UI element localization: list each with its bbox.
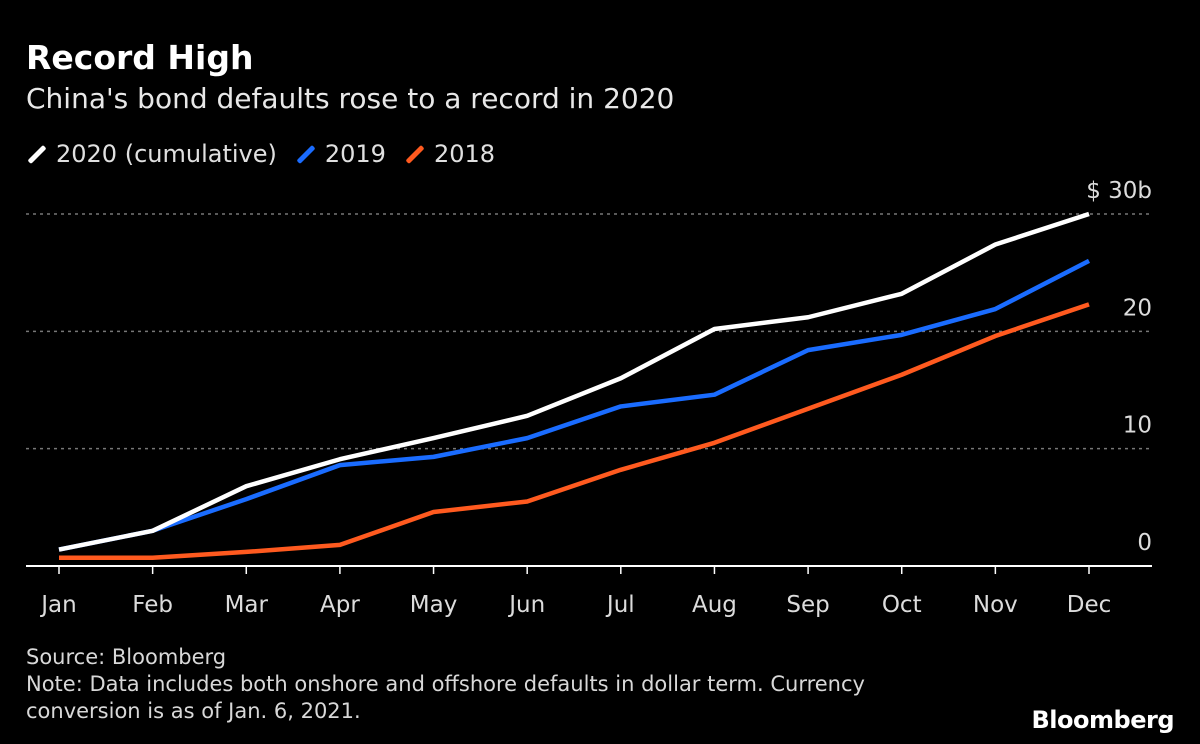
legend: 2020 (cumulative) 2019 2018 bbox=[26, 140, 495, 168]
x-tick-label: Nov bbox=[973, 592, 1018, 618]
x-tick-label: Jun bbox=[507, 592, 545, 618]
y-tick-label: $ 30b bbox=[1086, 178, 1152, 204]
x-tick-label: Mar bbox=[225, 592, 269, 618]
x-tick-label: Oct bbox=[882, 592, 922, 618]
legend-label: 2019 bbox=[324, 140, 386, 168]
legend-label: 2020 (cumulative) bbox=[56, 140, 277, 168]
y-tick-label: 20 bbox=[1123, 295, 1152, 321]
series-line-2020 bbox=[58, 211, 1090, 552]
legend-item: 2019 bbox=[295, 140, 386, 168]
footer: Source: Bloomberg Note: Data includes bo… bbox=[26, 644, 865, 725]
y-tick-label: 0 bbox=[1137, 530, 1152, 556]
note-text-line2: conversion is as of Jan. 6, 2021. bbox=[26, 699, 361, 723]
legend-item: 2018 bbox=[404, 140, 495, 168]
series-line-2019 bbox=[58, 258, 1091, 552]
x-tick-label: May bbox=[410, 592, 458, 618]
series-line-2018 bbox=[59, 302, 1090, 561]
x-tick-label: Jul bbox=[605, 592, 635, 618]
legend-item: 2020 (cumulative) bbox=[26, 140, 277, 168]
bloomberg-logo: Bloomberg bbox=[1031, 706, 1175, 734]
chart-subtitle: China's bond defaults rose to a record i… bbox=[26, 82, 675, 115]
x-tick-label: Dec bbox=[1067, 592, 1112, 618]
x-tick-label: Apr bbox=[320, 592, 360, 618]
note-text-line1: Note: Data includes both onshore and off… bbox=[26, 672, 865, 696]
x-tick-label: Aug bbox=[692, 592, 737, 618]
legend-label: 2018 bbox=[433, 140, 496, 168]
x-tick-label: Sep bbox=[786, 592, 829, 618]
x-tick-label: Feb bbox=[132, 592, 173, 618]
source-text: Source: Bloomberg bbox=[26, 645, 227, 669]
x-tick-label: Jan bbox=[39, 592, 76, 618]
chart-title: Record High bbox=[26, 38, 254, 77]
y-tick-label: 10 bbox=[1123, 413, 1152, 439]
